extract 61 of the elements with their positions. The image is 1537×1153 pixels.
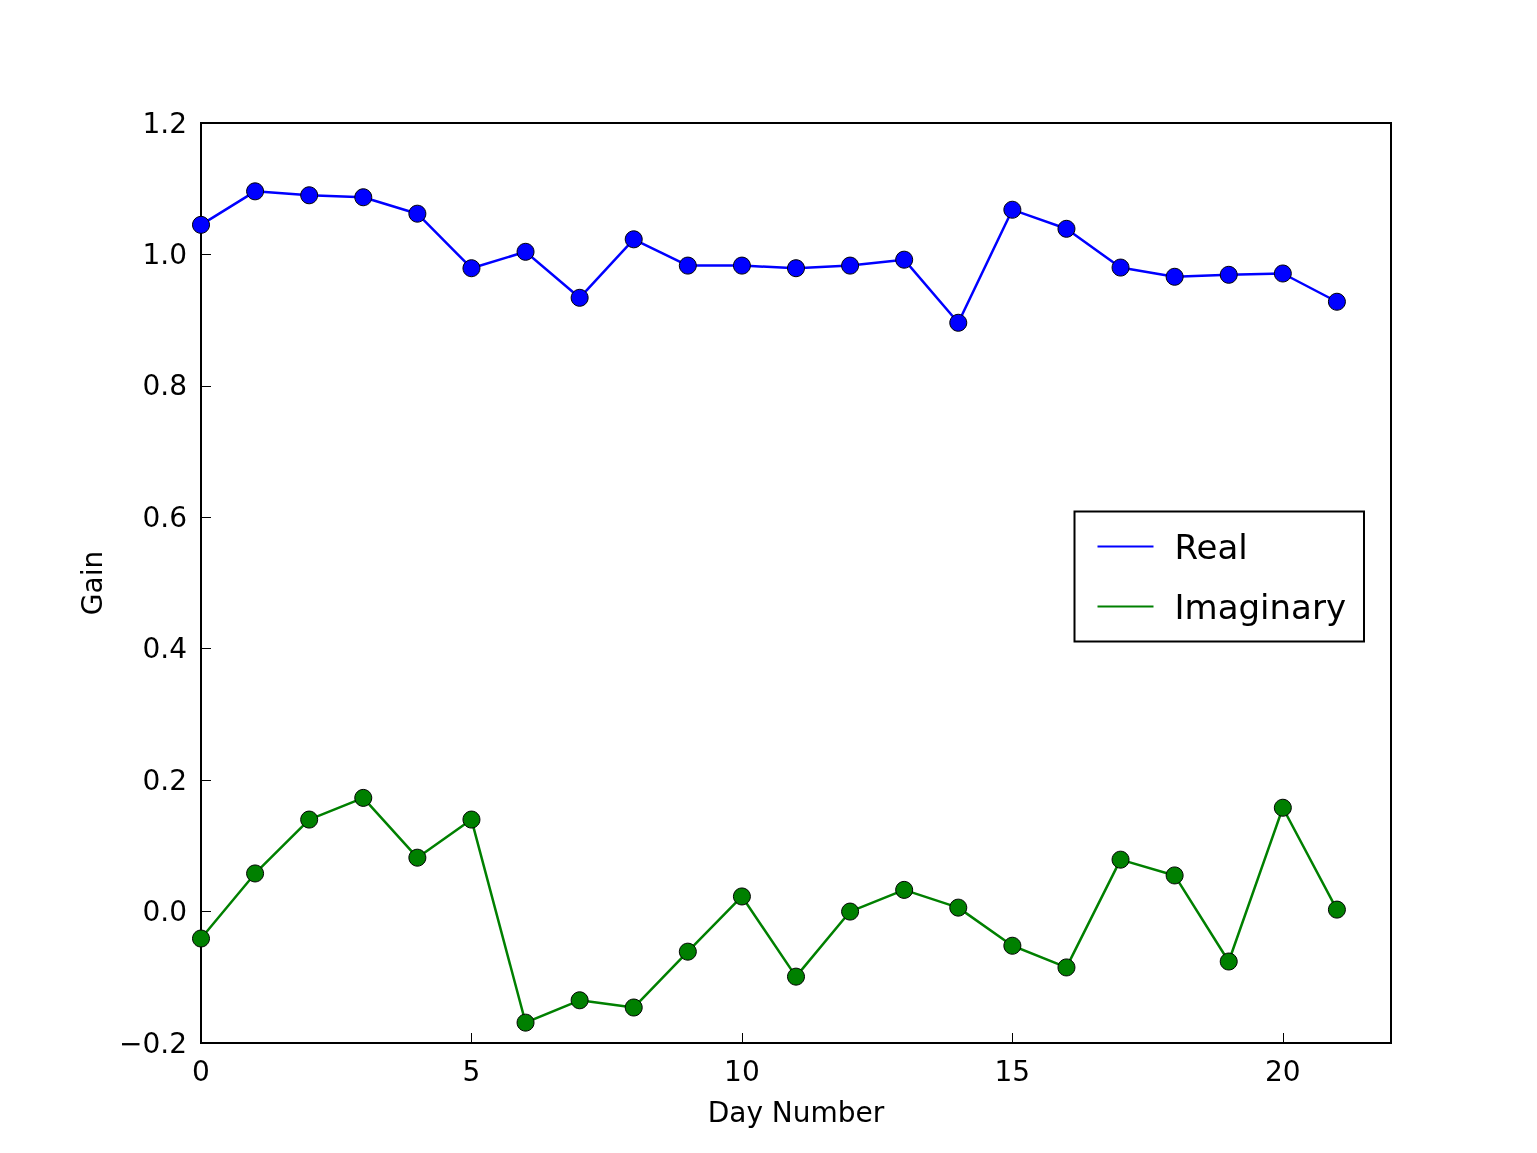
- legend-label: Imaginary: [1174, 586, 1347, 627]
- point: [354, 188, 373, 207]
- point: [1219, 952, 1238, 971]
- point: [1057, 219, 1076, 238]
- x-tick-label: 15: [994, 1054, 1031, 1088]
- point: [300, 186, 319, 205]
- y-tick-label: 0.4: [142, 632, 187, 666]
- point: [732, 887, 751, 906]
- point: [408, 204, 427, 223]
- point: [462, 259, 481, 278]
- point: [624, 998, 643, 1017]
- x-tick-label: 0: [192, 1054, 210, 1088]
- y-tick-label: 0.6: [142, 500, 187, 534]
- point: [1111, 258, 1130, 277]
- point: [1273, 798, 1292, 817]
- point: [787, 259, 805, 278]
- point: [678, 942, 697, 961]
- point: [1003, 936, 1022, 955]
- point: [1111, 850, 1130, 869]
- y-tick-label: 0.8: [142, 369, 187, 403]
- point: [300, 810, 319, 829]
- y-tick-label: −0.2: [119, 1026, 187, 1060]
- point: [1165, 267, 1184, 286]
- point: [895, 250, 914, 269]
- point: [192, 929, 210, 948]
- x-axis-title: Day Number: [707, 1095, 885, 1129]
- y-tick-label: 0.0: [142, 895, 187, 929]
- point: [246, 182, 265, 201]
- point: [570, 991, 589, 1010]
- point: [1273, 264, 1292, 283]
- point: [516, 242, 535, 261]
- point: [192, 215, 210, 234]
- y-tick-label: 0.2: [142, 763, 187, 797]
- y-tick-label: 1.2: [142, 106, 187, 140]
- point: [841, 256, 860, 275]
- point: [732, 256, 751, 275]
- point: [949, 313, 968, 332]
- point: [354, 788, 373, 807]
- point: [678, 256, 697, 275]
- point: [462, 810, 481, 829]
- point: [1327, 292, 1346, 311]
- point: [1327, 900, 1346, 919]
- x-tick-label: 20: [1265, 1054, 1301, 1088]
- x-tick-label: 5: [462, 1054, 481, 1088]
- y-tick-label: 1.0: [142, 237, 187, 271]
- point: [1003, 200, 1022, 219]
- point: [1219, 265, 1238, 284]
- x-tick-label: 10: [724, 1054, 760, 1088]
- point: [949, 898, 968, 917]
- point: [895, 880, 914, 899]
- point: [624, 230, 643, 249]
- point: [1165, 866, 1184, 885]
- point: [841, 902, 860, 921]
- point: [1057, 958, 1076, 977]
- point: [246, 864, 265, 883]
- legend-label: Real: [1174, 526, 1248, 567]
- point: [516, 1013, 535, 1032]
- point: [787, 967, 805, 986]
- y-axis-title: Gain: [75, 550, 109, 616]
- point: [408, 848, 427, 867]
- point: [570, 288, 589, 307]
